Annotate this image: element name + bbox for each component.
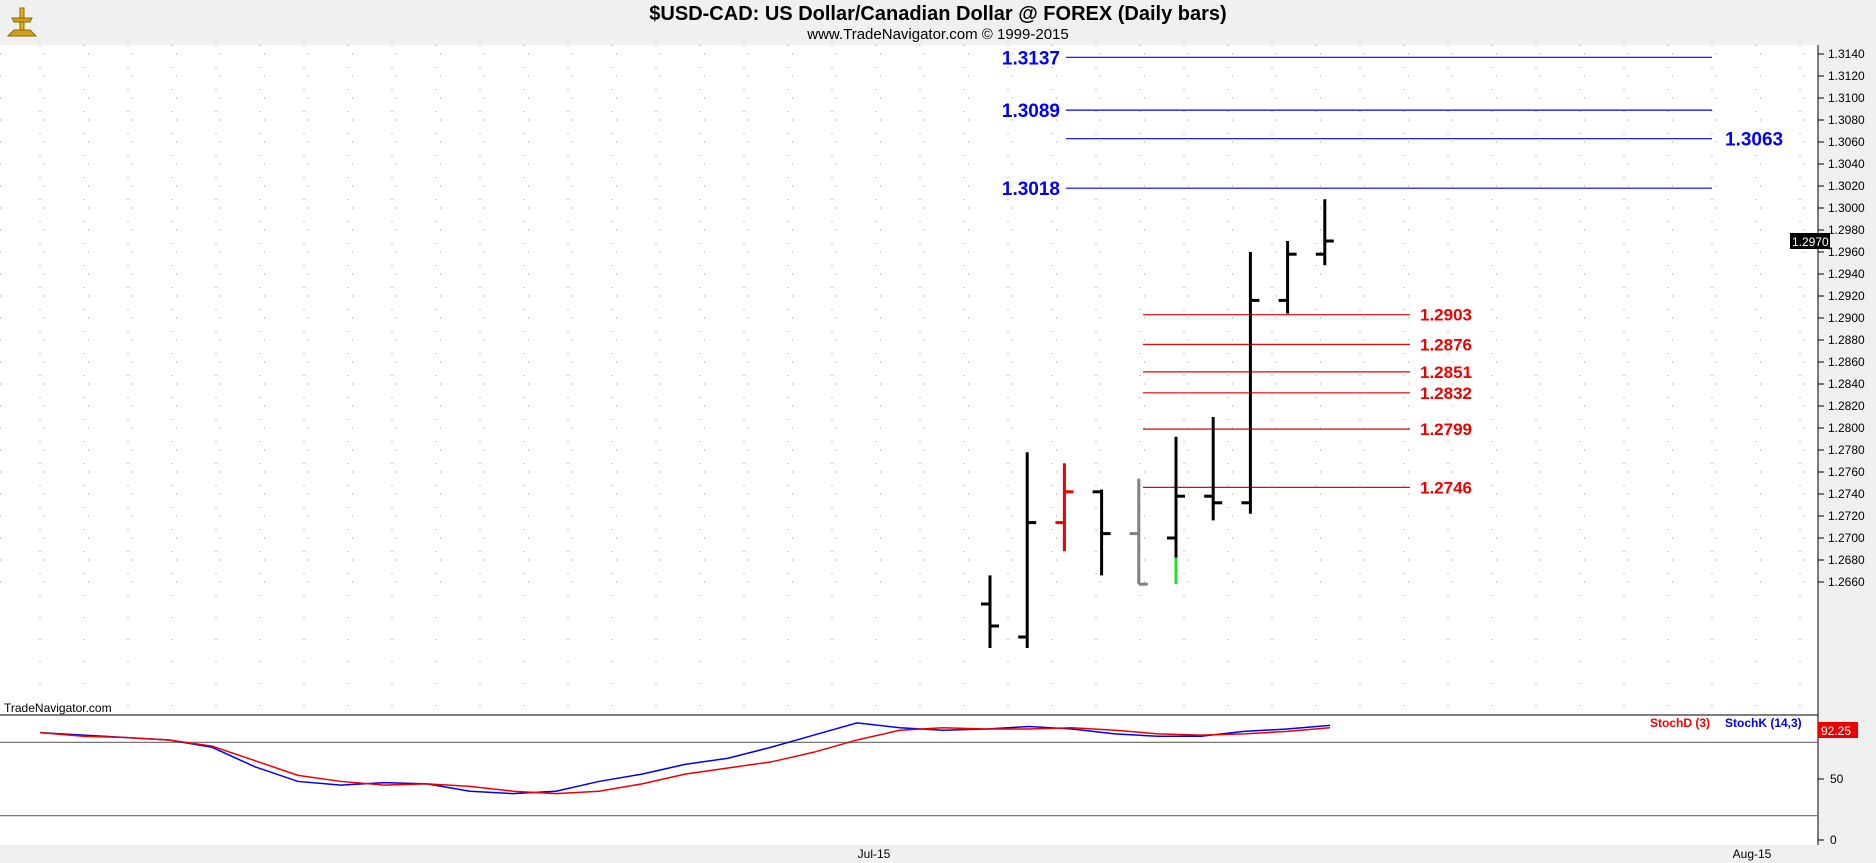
chart-title: $USD-CAD: US Dollar/Canadian Dollar @ FO…	[649, 3, 1226, 25]
y-tick-label: 1.2800	[1828, 421, 1865, 435]
y-tick-label: 1.2720	[1828, 509, 1865, 523]
y-tick-label: 1.2980	[1828, 223, 1865, 237]
legend-stochd: StochD (3)	[1650, 716, 1710, 730]
stoch-tick-label: 0	[1830, 833, 1837, 847]
x-tick-jul-15: Jul-15	[858, 847, 891, 861]
price-ticks: 1.2660 1.2680 1.2700 1.2720 1.2740 1.2760 1.27…	[1818, 47, 1865, 589]
y-tick-label: 1.2940	[1828, 267, 1865, 281]
legend-stochk: StochK (14,3)	[1725, 716, 1802, 730]
stochastic-layer: 0 50	[0, 722, 1844, 847]
y-tick-label: 1.3080	[1828, 113, 1865, 127]
y-tick-label: 1.2880	[1828, 333, 1865, 347]
last-price-marker: 1.2970	[1790, 233, 1830, 249]
y-tick-label: 1.3140	[1828, 47, 1865, 61]
red-level-label: 1.2876	[1420, 335, 1472, 354]
y-tick-label: 1.3100	[1828, 91, 1865, 105]
red-level-label: 1.2832	[1420, 384, 1472, 403]
blue-level-label: 1.3089	[1002, 101, 1060, 122]
red-level-label: 1.2746	[1420, 478, 1472, 497]
y-tick-label: 1.3120	[1828, 69, 1865, 83]
x-tick-aug-15: Aug-15	[1733, 847, 1772, 861]
logo-icon	[2, 2, 40, 40]
blue-level-label: 1.3018	[1002, 179, 1060, 200]
last-price-label: 1.2970	[1792, 235, 1829, 249]
stoch-last-label: 92.25	[1821, 724, 1851, 738]
y-tick-label: 1.2860	[1828, 355, 1865, 369]
y-tick-label: 1.3020	[1828, 179, 1865, 193]
red-level-label: 1.2799	[1420, 420, 1472, 439]
watermark: TradeNavigator.com	[4, 701, 112, 715]
y-tick-label: 1.2700	[1828, 531, 1865, 545]
y-tick-label: 1.2760	[1828, 465, 1865, 479]
y-tick-label: 1.2660	[1828, 575, 1865, 589]
y-tick-label: 1.2920	[1828, 289, 1865, 303]
chart-subtitle: www.TradeNavigator.com © 1999-2015	[806, 26, 1068, 43]
stoch-last-marker: 92.25	[1818, 722, 1858, 738]
levels-layer: 1.3137 1.3089 1.3063 1.3018 1.2903 1.2876 1.28…	[1002, 48, 1783, 497]
stoch-tick-label: 50	[1830, 772, 1844, 786]
y-tick-label: 1.2740	[1828, 487, 1865, 501]
red-level-label: 1.2903	[1420, 306, 1472, 325]
y-tick-label: 1.2680	[1828, 553, 1865, 567]
x-axis-panel	[0, 845, 1818, 863]
y-tick-label: 1.3060	[1828, 135, 1865, 149]
red-level-label: 1.2851	[1420, 363, 1472, 382]
header-band	[0, 0, 1876, 45]
blue-level-label: 1.3137	[1002, 48, 1060, 69]
y-tick-label: 1.3040	[1828, 157, 1865, 171]
y-tick-label: 1.3000	[1828, 201, 1865, 215]
y-tick-label: 1.2840	[1828, 377, 1865, 391]
plot-area	[0, 45, 1818, 715]
y-tick-label: 1.2900	[1828, 311, 1865, 325]
bars-layer	[981, 199, 1334, 648]
y-tick-label: 1.2780	[1828, 443, 1865, 457]
stoch-series-line	[39, 727, 1331, 795]
y-tick-label: 1.2820	[1828, 399, 1865, 413]
stoch-series-line	[39, 722, 1331, 795]
blue-level-label: 1.3063	[1725, 130, 1783, 151]
y-tick-label: 1.2960	[1828, 245, 1865, 259]
